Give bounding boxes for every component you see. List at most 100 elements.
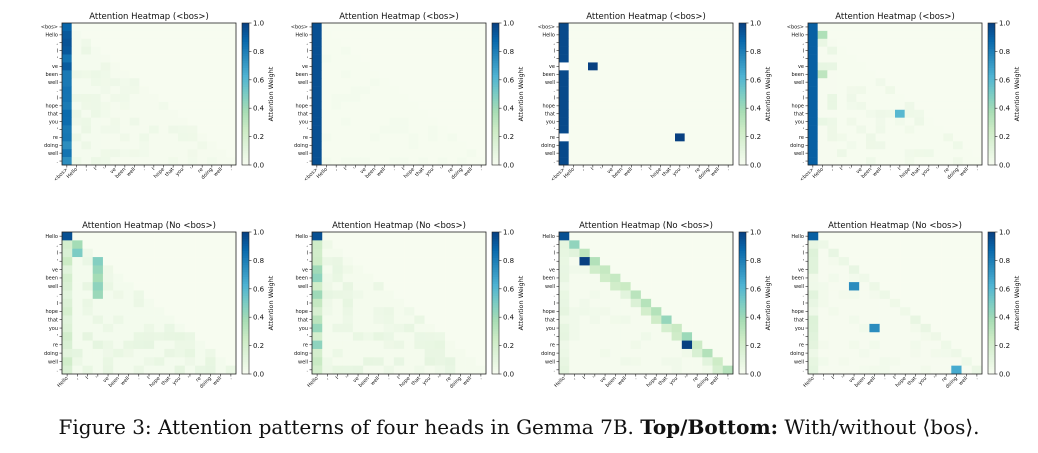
colorbar-segment (242, 112, 249, 116)
heatmap-cell (447, 23, 458, 32)
heatmap-cell (321, 141, 332, 150)
colorbar-segment (739, 70, 746, 74)
heatmap-panel-7: Attention Heatmap (No <bos>)Hello,I'vebe… (541, 221, 772, 390)
x-tick-label: well (126, 167, 137, 178)
heatmap-cell (62, 30, 72, 40)
colorbar-segment (988, 148, 995, 152)
heatmap-cell (139, 54, 150, 63)
heatmap-cell (178, 86, 188, 95)
heatmap-cell (713, 38, 724, 47)
heatmap-cell (215, 248, 227, 258)
colorbar-tick-label: 0.0 (503, 371, 514, 379)
heatmap-cell (187, 109, 198, 118)
heatmap-cell (91, 94, 101, 103)
colorbar-segment (242, 314, 249, 318)
heatmap-cell (408, 101, 419, 111)
colorbar-segment (492, 303, 499, 306)
heatmap-cell (321, 133, 332, 142)
heatmap-cell (174, 298, 186, 308)
heatmap-cell (455, 348, 466, 358)
x-tick-label: ve (352, 376, 361, 385)
heatmap-cell (856, 101, 867, 111)
colorbar-segment (242, 108, 249, 111)
heatmap-cell (164, 340, 175, 350)
heatmap-cell (827, 46, 838, 55)
heatmap-cell (589, 282, 601, 291)
heatmap-cell (174, 340, 186, 350)
heatmap-cell (933, 133, 944, 142)
heatmap-cell (588, 133, 598, 142)
heatmap-cell (418, 141, 429, 150)
heatmap-cell (971, 232, 983, 241)
heatmap-cell (62, 265, 73, 275)
heatmap-cell (827, 101, 838, 111)
heatmap-cell (924, 125, 934, 134)
heatmap-cell (120, 109, 130, 118)
heatmap-cell (383, 290, 395, 300)
colorbar-segment (242, 319, 249, 323)
heatmap-cell (342, 357, 354, 366)
heatmap-cell (859, 248, 870, 258)
colorbar-segment (242, 262, 249, 266)
heatmap-cell (102, 315, 114, 325)
heatmap-cell (838, 298, 850, 308)
heatmap-cell (187, 149, 198, 158)
heatmap-cell (808, 86, 818, 95)
heatmap-cell (568, 54, 579, 63)
heatmap-cell (722, 357, 734, 366)
heatmap-cell (133, 348, 145, 358)
heatmap-cell (341, 125, 351, 134)
y-tick-label: well (298, 359, 308, 365)
heatmap-cell (129, 125, 140, 134)
heatmap-cell (972, 46, 983, 55)
heatmap-cell (972, 141, 983, 150)
heatmap-cell (856, 62, 867, 71)
heatmap-cell (675, 157, 685, 166)
heatmap-cell (100, 54, 111, 63)
heatmap-cell (92, 265, 104, 275)
heatmap-cell (597, 149, 608, 158)
colorbar-segment (242, 250, 249, 254)
heatmap-cell (671, 240, 683, 249)
heatmap-cell (808, 298, 819, 308)
heatmap-cell (342, 248, 354, 258)
heatmap-cell (399, 117, 409, 126)
heatmap-cell (168, 86, 179, 95)
x-tick-label: . (974, 375, 980, 381)
heatmap-cell (418, 30, 429, 40)
heatmap-cell (626, 86, 637, 95)
y-tick-label: I (57, 96, 58, 102)
heatmap-cell (110, 157, 121, 166)
heatmap-cell (914, 70, 925, 79)
y-tick-label: ve (549, 64, 555, 70)
colorbar-segment (242, 41, 249, 45)
heatmap-cell (81, 125, 92, 134)
heatmap-cell (466, 157, 477, 166)
heatmap-cell (579, 273, 591, 283)
y-tick-label: re (550, 343, 555, 349)
colorbar-segment (492, 53, 499, 57)
heatmap-cell (71, 38, 82, 47)
heatmap-cell (72, 332, 83, 341)
heatmap-cell (848, 282, 860, 291)
heatmap-cell (694, 54, 705, 63)
heatmap-cell (972, 38, 983, 47)
heatmap-cell (827, 109, 838, 118)
heatmap-cell (207, 101, 217, 111)
colorbar-segment (492, 32, 499, 36)
heatmap-cell (589, 273, 601, 283)
heatmap-cell (828, 248, 840, 258)
heatmap-cell (675, 133, 685, 142)
heatmap-cell (129, 157, 140, 166)
colorbar-segment (492, 267, 499, 271)
heatmap-cell (404, 340, 415, 350)
heatmap-cell (665, 38, 676, 47)
heatmap-cell (62, 157, 72, 166)
heatmap-cell (920, 232, 932, 241)
colorbar-segment (492, 108, 499, 111)
heatmap-cell (675, 54, 685, 63)
colorbar-segment (988, 305, 995, 309)
heatmap-cell (322, 282, 333, 291)
heatmap-cell (640, 323, 652, 333)
